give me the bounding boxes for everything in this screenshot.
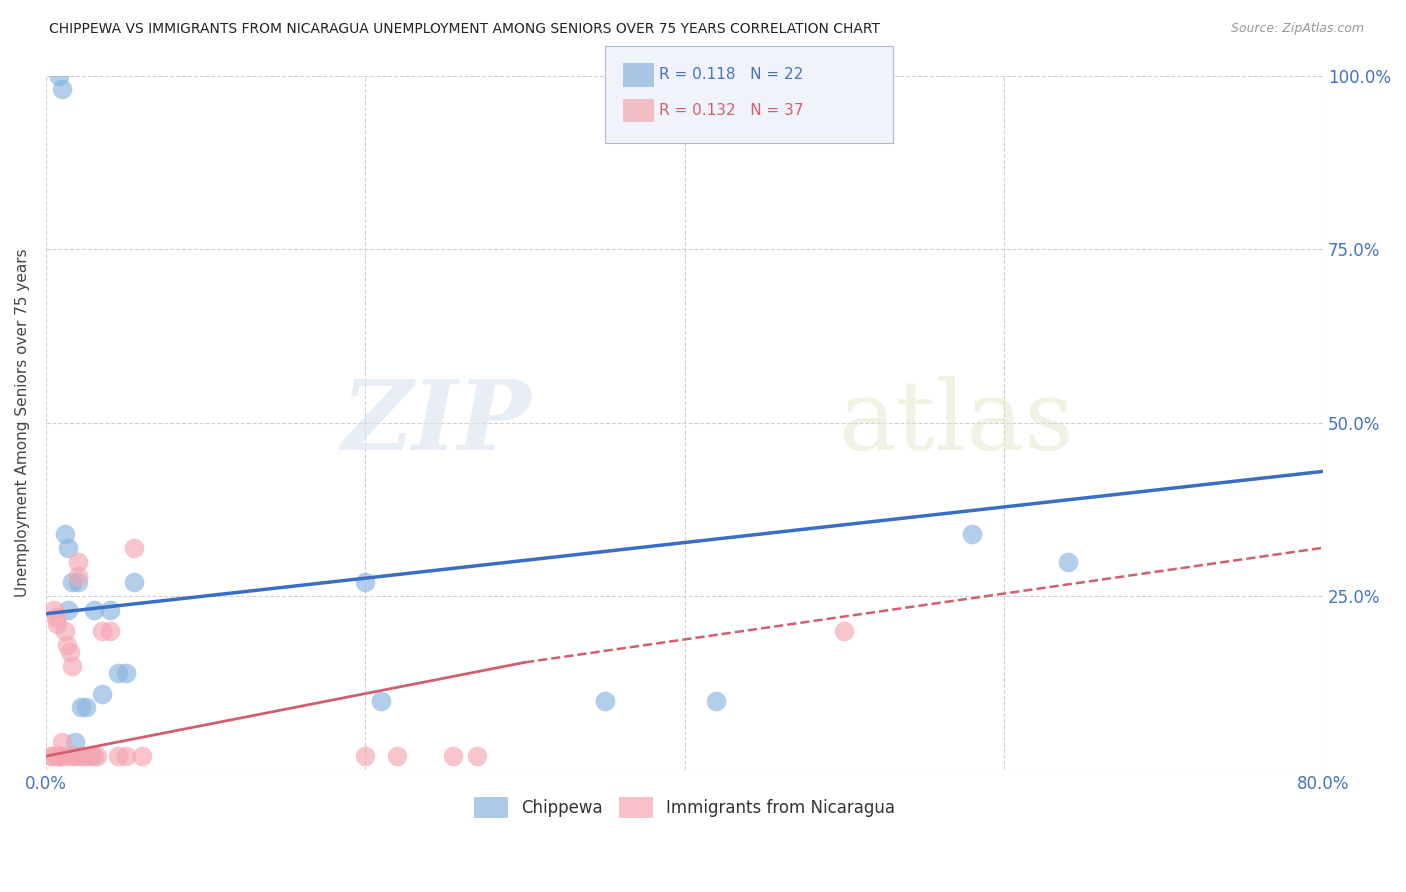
Point	[98, 624, 121, 639]
Text: R = 0.132   N = 37: R = 0.132 N = 37	[659, 103, 804, 118]
Point	[90, 624, 112, 639]
Point	[51, 735, 73, 749]
Point	[83, 749, 105, 764]
Point	[832, 624, 855, 639]
Point	[51, 82, 73, 96]
Point	[53, 624, 76, 639]
Point	[107, 665, 129, 680]
Text: CHIPPEWA VS IMMIGRANTS FROM NICARAGUA UNEMPLOYMENT AMONG SENIORS OVER 75 YEARS C: CHIPPEWA VS IMMIGRANTS FROM NICARAGUA UN…	[49, 22, 880, 37]
Text: atlas: atlas	[838, 376, 1074, 470]
Text: ZIP: ZIP	[342, 376, 531, 470]
Point	[593, 693, 616, 707]
Point	[58, 603, 80, 617]
Point	[86, 749, 108, 764]
Point	[48, 749, 70, 764]
Point	[960, 527, 983, 541]
Point	[79, 749, 101, 764]
Point	[441, 749, 464, 764]
Point	[370, 693, 392, 707]
Point	[354, 575, 377, 590]
Point	[75, 700, 97, 714]
Point	[42, 603, 65, 617]
Point	[98, 603, 121, 617]
Point	[385, 749, 408, 764]
Point	[70, 700, 93, 714]
Legend: Chippewa, Immigrants from Nicaragua: Chippewa, Immigrants from Nicaragua	[468, 790, 901, 824]
Point	[1056, 555, 1078, 569]
Point	[90, 687, 112, 701]
Point	[46, 749, 69, 764]
Point	[46, 617, 69, 632]
Y-axis label: Unemployment Among Seniors over 75 years: Unemployment Among Seniors over 75 years	[15, 249, 30, 597]
Point	[465, 749, 488, 764]
Point	[66, 555, 89, 569]
Point	[66, 575, 89, 590]
Point	[62, 749, 84, 764]
Point	[60, 658, 83, 673]
Point	[122, 541, 145, 555]
Point	[53, 527, 76, 541]
Point	[706, 693, 728, 707]
Point	[45, 610, 67, 624]
Point	[83, 603, 105, 617]
Point	[72, 749, 94, 764]
Point	[41, 749, 63, 764]
Point	[122, 575, 145, 590]
Point	[60, 575, 83, 590]
Point	[131, 749, 153, 764]
Point	[66, 568, 89, 582]
Point	[59, 645, 82, 659]
Text: R = 0.118   N = 22: R = 0.118 N = 22	[659, 68, 804, 82]
Point	[48, 69, 70, 83]
Point	[39, 749, 62, 764]
Point	[63, 749, 86, 764]
Text: Source: ZipAtlas.com: Source: ZipAtlas.com	[1230, 22, 1364, 36]
Point	[49, 749, 72, 764]
Point	[48, 749, 70, 764]
Point	[114, 665, 136, 680]
Point	[114, 749, 136, 764]
Point	[107, 749, 129, 764]
Point	[51, 749, 73, 764]
Point	[63, 735, 86, 749]
Point	[70, 749, 93, 764]
Point	[55, 638, 77, 652]
Point	[75, 749, 97, 764]
Point	[58, 541, 80, 555]
Point	[354, 749, 377, 764]
Point	[58, 749, 80, 764]
